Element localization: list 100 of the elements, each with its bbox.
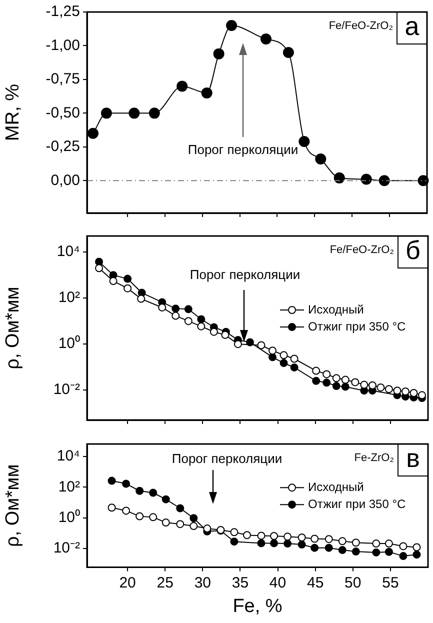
point bbox=[401, 387, 410, 396]
point bbox=[324, 544, 333, 552]
point bbox=[352, 548, 360, 556]
point bbox=[268, 353, 277, 362]
point bbox=[322, 370, 331, 378]
point bbox=[418, 391, 426, 400]
text: Fe-ZrO₂ bbox=[354, 452, 394, 464]
point bbox=[197, 315, 206, 324]
y-tick-label: -1,00 bbox=[46, 36, 80, 54]
y-tick-label: 10² bbox=[58, 289, 80, 306]
point bbox=[332, 382, 340, 390]
point bbox=[322, 378, 331, 387]
point bbox=[310, 534, 319, 543]
annotation: Порог перколяции bbox=[188, 142, 298, 157]
point bbox=[268, 346, 277, 355]
point bbox=[108, 504, 116, 512]
point bbox=[310, 544, 319, 552]
point bbox=[341, 376, 350, 384]
chart-title: в bbox=[406, 443, 420, 474]
point bbox=[412, 550, 421, 559]
point bbox=[290, 354, 298, 363]
point bbox=[149, 488, 158, 497]
point bbox=[341, 382, 350, 391]
y-tick-label: -0,50 bbox=[46, 104, 80, 122]
point bbox=[384, 540, 393, 548]
point bbox=[351, 378, 360, 386]
point bbox=[284, 532, 292, 541]
x-tick-label: 30 bbox=[194, 574, 212, 592]
point bbox=[270, 532, 278, 540]
point bbox=[368, 381, 376, 390]
legend-label: Отжиг при 350 °C bbox=[308, 496, 406, 511]
point bbox=[213, 48, 224, 60]
point bbox=[338, 537, 346, 546]
point bbox=[122, 480, 130, 488]
point bbox=[315, 154, 326, 165]
point bbox=[100, 108, 112, 119]
point bbox=[378, 175, 390, 186]
point bbox=[128, 108, 140, 119]
point bbox=[312, 376, 320, 385]
point bbox=[372, 540, 380, 548]
chart-title: б bbox=[406, 235, 420, 266]
point bbox=[399, 542, 408, 550]
point bbox=[360, 380, 368, 389]
legend-label: Исходный bbox=[308, 480, 364, 494]
point bbox=[109, 277, 118, 286]
point bbox=[298, 136, 310, 148]
point bbox=[338, 546, 346, 554]
point bbox=[284, 540, 292, 548]
point bbox=[136, 486, 144, 495]
point bbox=[184, 305, 192, 314]
point bbox=[298, 540, 306, 549]
point bbox=[172, 312, 180, 320]
point bbox=[282, 46, 294, 58]
y-axis-title: ρ, Ом*мм bbox=[2, 286, 24, 370]
point bbox=[410, 388, 418, 397]
point bbox=[172, 304, 180, 313]
point bbox=[95, 258, 104, 266]
point bbox=[136, 512, 144, 520]
x-tick-label: 20 bbox=[119, 574, 136, 592]
x-tick-label: 40 bbox=[269, 574, 286, 592]
point bbox=[334, 172, 345, 184]
x-tick-label: 35 bbox=[232, 574, 249, 592]
y-tick-label: 10⁴ bbox=[56, 448, 80, 465]
point bbox=[210, 328, 218, 336]
point bbox=[234, 340, 242, 348]
y-axis-title: ρ, Ом*мм bbox=[2, 464, 24, 547]
point bbox=[230, 538, 238, 546]
point bbox=[108, 476, 116, 485]
y-tick-label: 10² bbox=[58, 478, 80, 496]
x-axis-title: Fe, % bbox=[232, 596, 282, 617]
point bbox=[87, 128, 98, 139]
y-tick-label: 10⁰ bbox=[58, 508, 80, 526]
legend-label: Отжиг при 350 °C bbox=[308, 319, 406, 334]
point bbox=[162, 495, 170, 504]
point bbox=[290, 363, 298, 372]
y-tick-label: 10⁰ bbox=[58, 335, 80, 352]
x-tick-label: 25 bbox=[156, 574, 174, 592]
y-tick-label: 10⁻² bbox=[53, 540, 80, 557]
point bbox=[280, 351, 288, 360]
point bbox=[270, 539, 278, 548]
text: Fe/FeO-ZrO₂ bbox=[330, 244, 394, 256]
y-tick-label: 10⁴ bbox=[56, 243, 80, 260]
point bbox=[324, 535, 333, 544]
text: Fe/FeO-ZrO₂ bbox=[328, 20, 393, 32]
y-tick-label: 0,00 bbox=[50, 172, 80, 189]
point bbox=[257, 539, 266, 548]
x-tick-label: 50 bbox=[344, 574, 362, 592]
point bbox=[148, 108, 160, 119]
y-tick-label: -0,75 bbox=[46, 70, 80, 88]
point bbox=[230, 528, 238, 536]
point bbox=[221, 330, 230, 339]
y-tick-label: 10⁻² bbox=[53, 381, 80, 398]
point bbox=[360, 174, 372, 185]
point bbox=[201, 87, 212, 98]
point bbox=[412, 543, 421, 552]
point bbox=[197, 322, 206, 330]
point bbox=[226, 20, 238, 31]
point bbox=[384, 385, 393, 394]
point bbox=[372, 548, 380, 556]
point bbox=[149, 513, 158, 522]
